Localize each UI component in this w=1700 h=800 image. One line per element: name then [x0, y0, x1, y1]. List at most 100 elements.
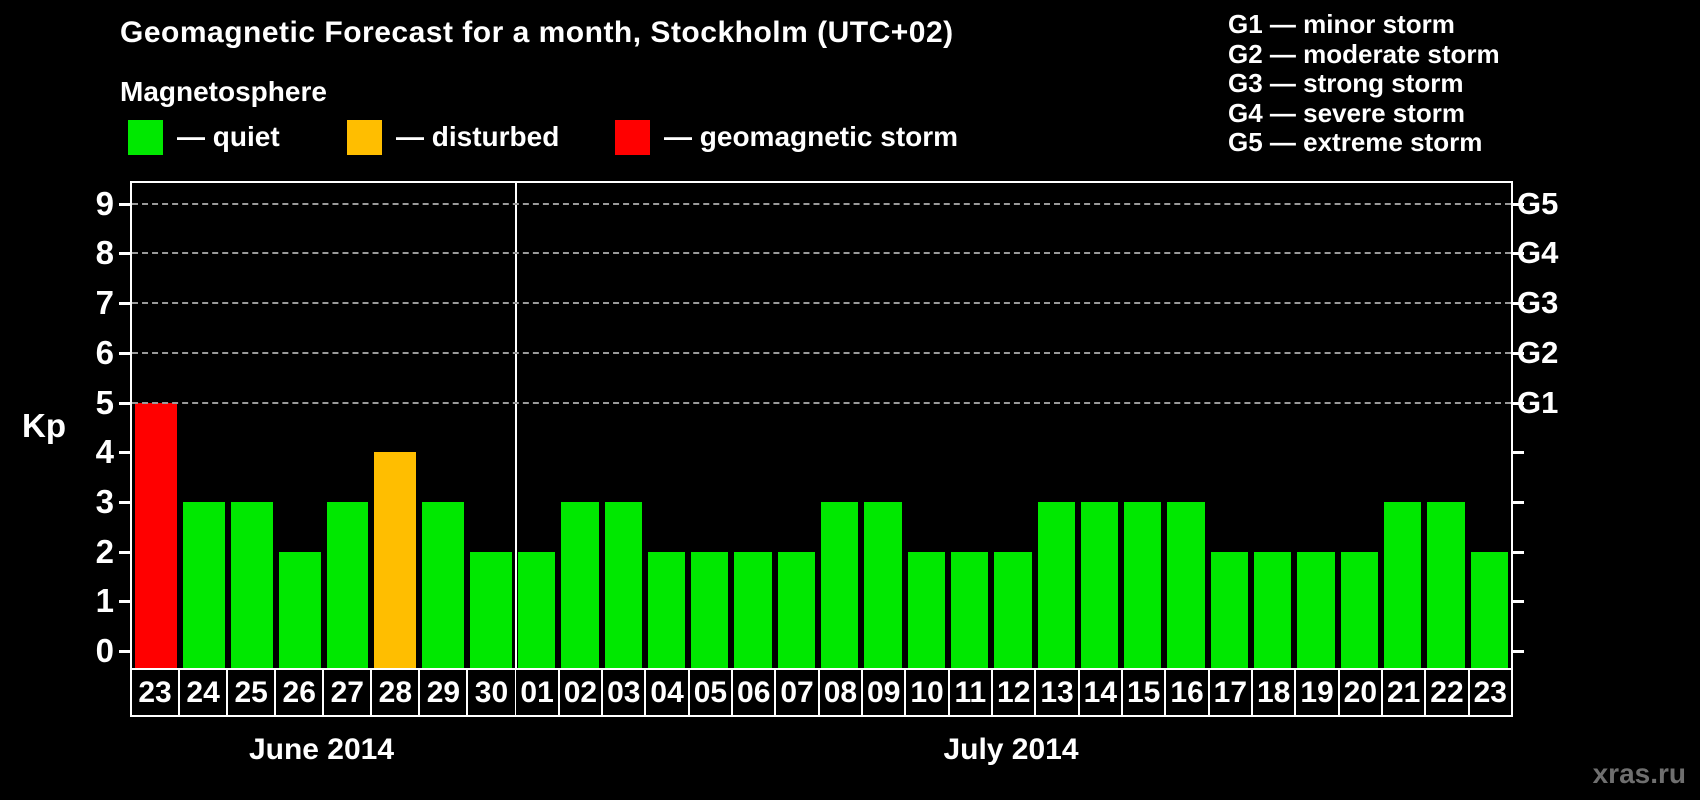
kp-bar-cell-22	[1424, 183, 1467, 668]
kp-bar-july-15	[1124, 501, 1162, 668]
y-tick-right-4	[1513, 451, 1524, 455]
y-axis-label-3: 3	[95, 482, 114, 520]
y-axis-label-1: 1	[95, 582, 114, 620]
kp-bar-cell-27	[324, 183, 372, 668]
bar-group-june	[132, 183, 515, 668]
y-tick-right-9	[1513, 202, 1524, 206]
legend-item-disturbed: — disturbed	[347, 119, 559, 155]
day-label-june-26: 26	[276, 670, 323, 715]
day-label-june-24: 24	[180, 670, 227, 715]
y-axis-label-5: 5	[95, 383, 114, 421]
y-tick-left-9	[119, 202, 130, 206]
y-axis-label-8: 8	[95, 234, 114, 272]
day-label-june-28: 28	[372, 670, 419, 715]
watermark: xras.ru	[1592, 758, 1686, 789]
legend-item-quiet: — quiet	[128, 119, 280, 155]
y-tick-left-0	[119, 650, 130, 653]
kp-bar-cell-04	[645, 183, 688, 668]
kp-bar-july-05	[691, 551, 729, 668]
kp-bar-cell-18	[1251, 183, 1294, 668]
day-label-june-27: 27	[324, 670, 371, 715]
y-tick-left-7	[119, 302, 130, 306]
kp-bar-july-20	[1340, 551, 1378, 668]
kp-bar-cell-25	[228, 183, 276, 668]
day-label-july-02: 02	[559, 670, 602, 715]
kp-bar-july-19	[1297, 551, 1335, 668]
kp-bar-cell-26	[276, 183, 324, 668]
kp-bar-cell-12	[991, 183, 1034, 668]
day-label-july-14: 14	[1079, 670, 1122, 715]
g-axis-label-g3: G3	[1517, 285, 1559, 321]
day-label-june-23: 23	[132, 670, 179, 715]
kp-bar-cell-30	[467, 183, 515, 668]
day-label-july-21: 21	[1383, 670, 1425, 715]
y-tick-right-0	[1513, 650, 1524, 653]
day-label-july-17: 17	[1209, 670, 1252, 715]
g3-legend-line: G3 — strong storm	[1228, 68, 1464, 99]
day-label-july-12: 12	[993, 670, 1035, 715]
day-label-july-05: 05	[689, 670, 732, 715]
kp-bar-cell-15	[1121, 183, 1164, 668]
y-tick-left-3	[119, 500, 130, 504]
storm-scale-legend: G1 — minor storm G2 — moderate storm G3 …	[1228, 9, 1500, 158]
kp-bar-cell-03	[602, 183, 645, 668]
quiet-label: — quiet	[177, 121, 280, 152]
grid-line-kp8	[132, 252, 1511, 255]
day-label-july-04: 04	[646, 670, 688, 715]
day-label-july-11: 11	[949, 670, 992, 715]
kp-bar-cell-23	[1468, 183, 1511, 668]
day-label-july-20: 20	[1339, 670, 1381, 715]
kp-bar-july-01	[518, 551, 556, 668]
day-label-july-18: 18	[1253, 670, 1295, 715]
date-group-june: 23 24 25 26 27 28 29 30	[132, 670, 515, 715]
y-axis-label-6: 6	[95, 333, 114, 371]
month-label-june: June 2014	[248, 733, 395, 766]
kp-bars	[132, 183, 1511, 668]
grid-line-kp9	[132, 202, 1511, 205]
kp-bar-cell-05	[688, 183, 731, 668]
day-label-july-01: 01	[516, 670, 558, 715]
kp-bar-cell-01	[515, 183, 558, 668]
y-tick-left-8	[119, 252, 130, 256]
grid-line-kp7	[132, 302, 1511, 305]
y-tick-left-1	[119, 600, 130, 604]
legend-item-storm: — geomagnetic storm	[615, 119, 958, 155]
day-label-july-03: 03	[603, 670, 645, 715]
y-tick-left-6	[119, 351, 130, 355]
kp-bar-cell-21	[1381, 183, 1424, 668]
kp-bar-june-30	[470, 551, 512, 668]
day-label-june-29: 29	[420, 670, 467, 715]
kp-bar-july-12	[994, 551, 1032, 668]
quiet-swatch	[128, 119, 163, 155]
bar-group-july	[515, 183, 1511, 668]
day-label-june-25: 25	[228, 670, 275, 715]
kp-bar-july-18	[1254, 551, 1292, 668]
y-tick-left-4	[119, 451, 130, 455]
g5-legend-line: G5 — extreme storm	[1228, 127, 1483, 158]
day-label-july-06: 06	[733, 670, 775, 715]
june-july-divider	[514, 183, 517, 668]
kp-bar-cell-07	[775, 183, 818, 668]
kp-bar-cell-06	[731, 183, 774, 668]
y-axis-label-9: 9	[95, 184, 114, 222]
kp-bar-cell-24	[180, 183, 228, 668]
kp-bar-cell-29	[419, 183, 467, 668]
y-tick-left-2	[119, 550, 130, 554]
kp-bar-cell-13	[1035, 183, 1078, 668]
kp-bar-july-04	[647, 551, 686, 668]
page-title: Geomagnetic Forecast for a month, Stockh…	[120, 16, 954, 49]
g2-legend-line: G2 — moderate storm	[1228, 38, 1500, 69]
kp-bar-july-16	[1167, 501, 1205, 668]
kp-bar-cell-23	[132, 183, 180, 668]
kp-bar-cell-02	[558, 183, 601, 668]
y-tick-right-1	[1513, 600, 1524, 604]
day-label-july-07: 07	[776, 670, 818, 715]
kp-bar-july-10	[907, 551, 945, 668]
day-label-july-22: 22	[1426, 670, 1468, 715]
y-axis-label-0: 0	[95, 632, 114, 669]
y-tick-right-6	[1513, 351, 1524, 355]
kp-bar-cell-08	[818, 183, 861, 668]
kp-bar-cell-11	[948, 183, 991, 668]
month-label-july: July 2014	[943, 733, 1079, 766]
